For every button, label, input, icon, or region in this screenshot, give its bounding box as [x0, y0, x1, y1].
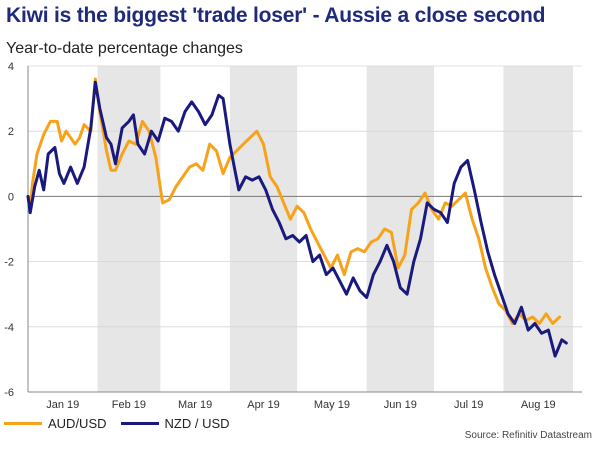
x-tick-label: Mar 19	[178, 399, 212, 411]
y-tick-label: 2	[8, 126, 14, 138]
legend-label-aud: AUD/USD	[48, 416, 107, 431]
x-tick-label: Apr 19	[247, 399, 279, 411]
source-note: Source: Refinitiv Datastream	[464, 430, 592, 441]
legend: AUD/USD NZD / USD	[4, 416, 230, 431]
x-tick-label: Feb 19	[112, 399, 146, 411]
month-band	[503, 66, 574, 392]
legend-swatch-aud	[4, 422, 42, 425]
x-tick-label: Jul 19	[454, 399, 483, 411]
month-band	[366, 66, 434, 392]
series-lines	[26, 77, 568, 358]
legend-label-nzd: NZD / USD	[164, 416, 230, 431]
month-band	[97, 66, 161, 392]
month-band	[229, 66, 298, 392]
month-shading	[97, 66, 574, 392]
y-tick-label: 0	[8, 191, 14, 203]
legend-item-aud: AUD/USD	[4, 416, 107, 431]
series-line-nzd	[26, 80, 568, 358]
y-tick-label: -6	[4, 387, 14, 399]
x-tick-label: Jun 19	[384, 399, 417, 411]
y-tick-label: -2	[4, 257, 14, 269]
axes: -6 -4 -2 0 2 4 Jan 19 Feb 19 Mar 19 Apr 19 May 19 J…	[4, 61, 582, 411]
legend-item-nzd: NZD / USD	[120, 416, 230, 431]
chart-subtitle: Year-to-date percentage changes	[6, 40, 243, 57]
y-tick-label: 4	[8, 61, 14, 73]
y-tick-label: -4	[4, 322, 14, 334]
legend-swatch-nzd	[120, 422, 159, 425]
x-tick-label: Jan 19	[46, 399, 79, 411]
x-tick-label: Aug 19	[521, 399, 556, 411]
chart-title: Kiwi is the biggest 'trade loser' - Auss…	[6, 4, 546, 27]
x-tick-label: May 19	[314, 399, 350, 411]
